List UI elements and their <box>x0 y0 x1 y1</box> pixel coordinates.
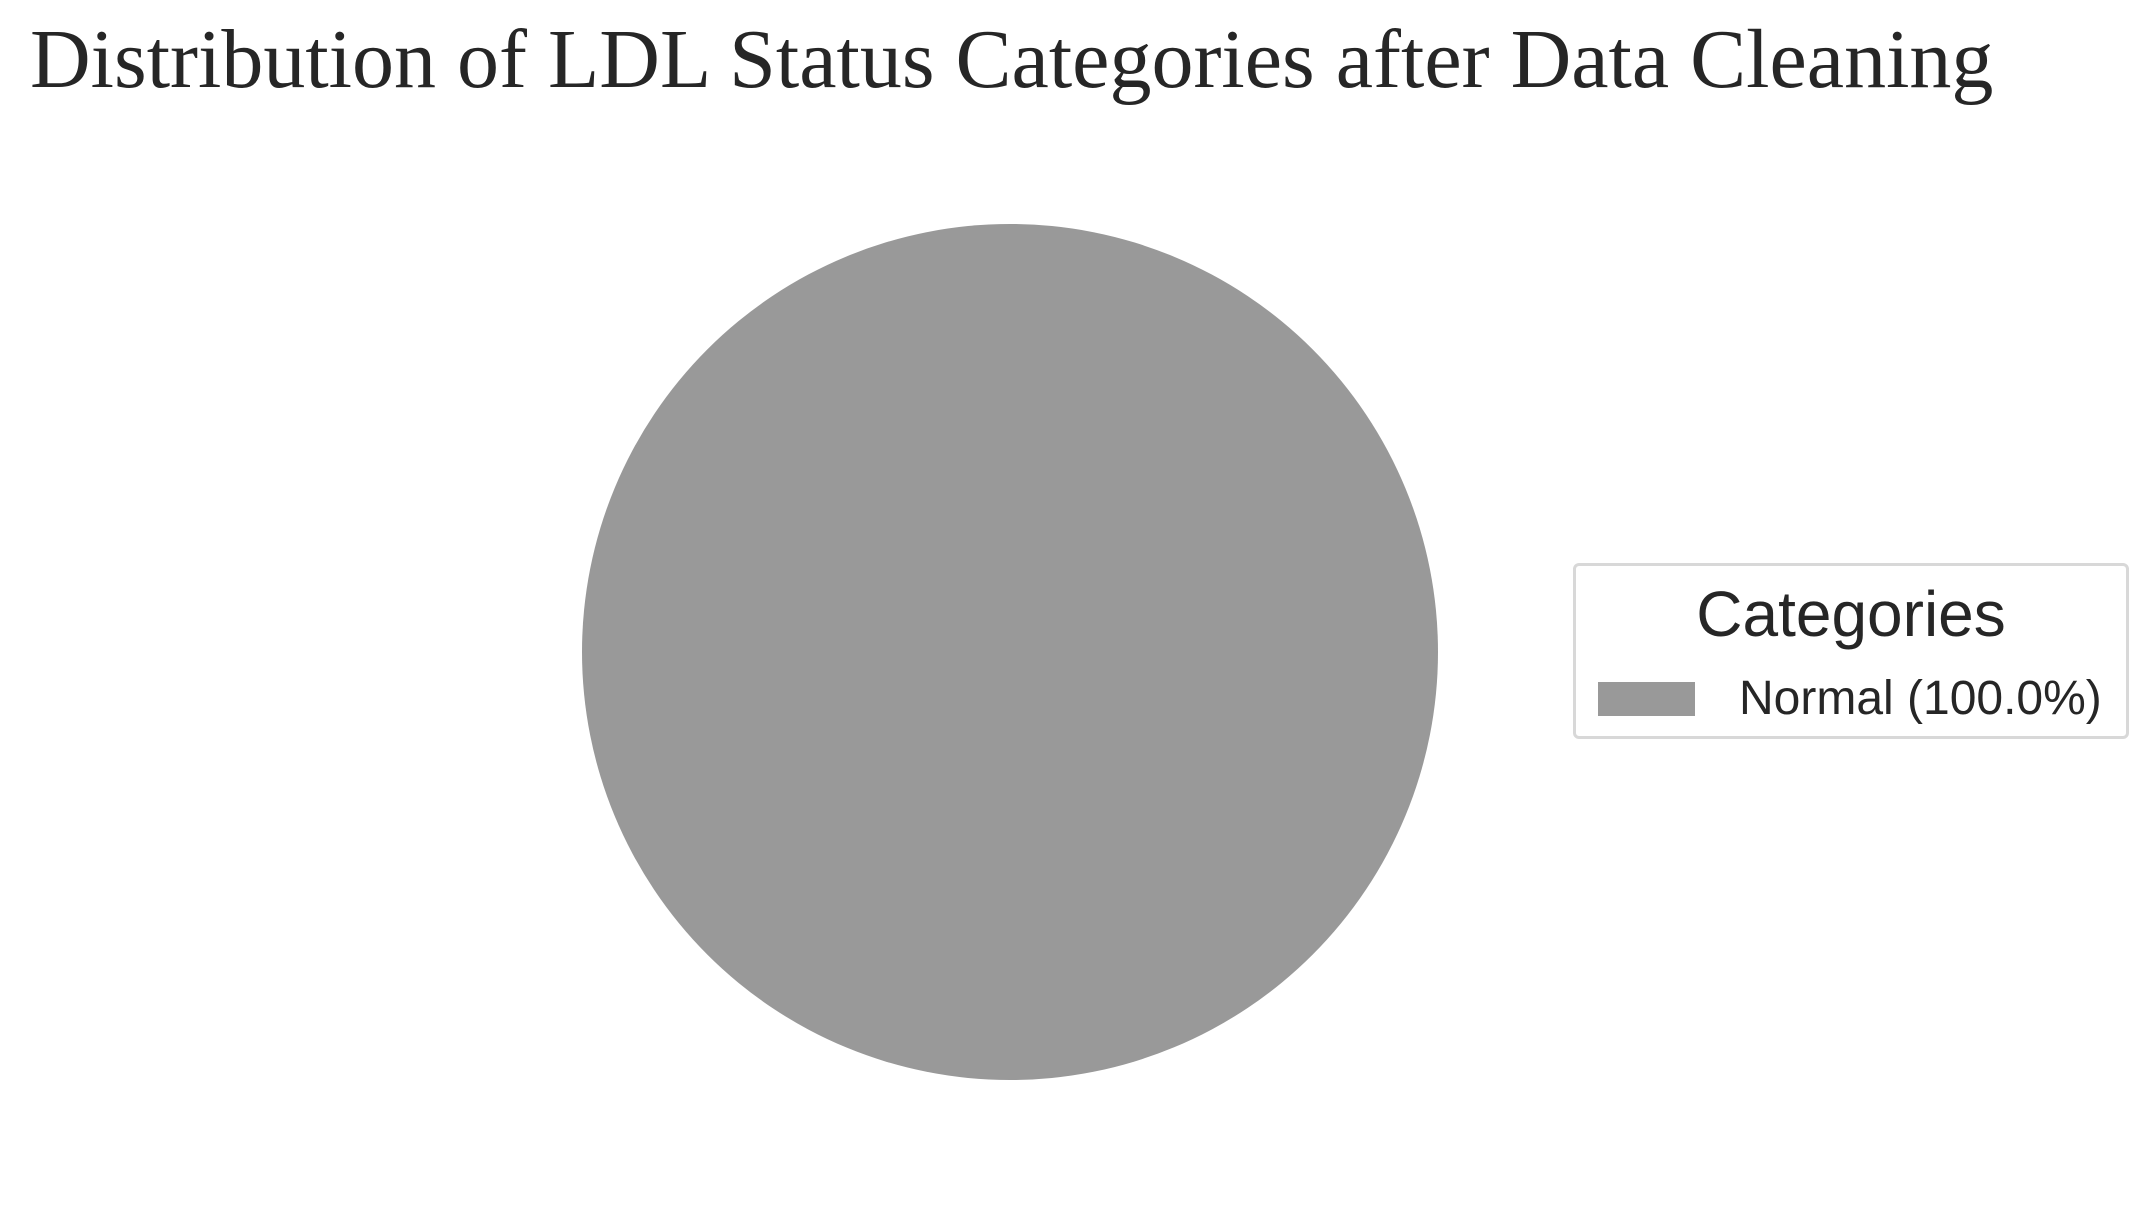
legend: Categories Normal (100.0%) <box>1573 563 2129 739</box>
legend-label-normal: Normal (100.0%) <box>1739 672 2102 725</box>
pie-slice-normal <box>582 224 1438 1080</box>
legend-swatch-normal <box>1598 682 1695 716</box>
legend-title: Categories <box>1696 578 2006 650</box>
legend-entry-normal: Normal (100.0%) <box>1598 669 2102 729</box>
chart-title: Distribution of LDL Status Categories af… <box>30 13 1994 106</box>
pie-slices <box>582 224 1438 1080</box>
